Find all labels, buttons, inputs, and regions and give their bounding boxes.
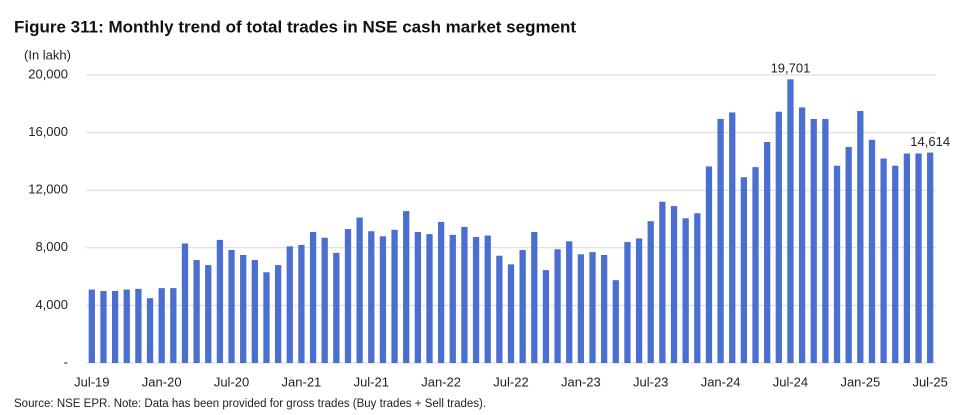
bar [298,244,305,363]
bar [263,272,270,363]
bar [461,226,468,363]
bar [787,79,794,363]
bar [414,231,421,363]
bar [135,288,142,363]
bar [356,217,363,363]
bar [764,141,771,363]
bar [775,111,782,363]
bar [798,107,806,364]
bar [903,153,911,363]
bar [286,246,293,363]
bar [729,112,736,363]
y-tick-label: 12,000 [28,182,68,197]
bar [892,165,899,363]
bar [566,241,573,363]
chart-title: Figure 311: Monthly trend of total trade… [14,17,576,36]
bar [146,298,154,363]
y-tick-label: 20,000 [28,66,68,81]
bar [577,254,585,363]
bar [472,237,480,363]
x-tick-label: Jul-22 [493,374,528,389]
bar [437,221,445,363]
bar [601,255,608,363]
bar [193,260,200,363]
bar [111,291,119,363]
bar [333,252,340,363]
x-tick-label: Jul-24 [773,374,808,389]
bar [635,238,643,363]
bar [612,280,619,363]
x-tick-label: Jul-20 [214,374,249,389]
bar [507,264,515,363]
bar [554,249,561,363]
bar [100,291,107,363]
bar [274,265,282,363]
bar [857,111,864,363]
bar [880,158,887,363]
bar [379,236,387,363]
bar [705,166,713,363]
data-label: 19,701 [771,61,811,76]
bar [694,213,701,363]
bar [927,152,934,363]
x-tick-label: Jan-20 [142,374,182,389]
y-axis-label: (In lakh) [24,47,71,62]
y-tick-label: 8,000 [35,239,68,254]
bar [519,249,526,363]
bar [228,249,235,363]
source-note: Source: NSE EPR. Note: Data has been pro… [14,398,486,410]
bar [845,147,852,363]
bar [123,289,130,363]
x-tick-label: Jan-21 [282,374,322,389]
bar [624,242,631,363]
x-tick-label: Jul-19 [74,374,109,389]
bar [833,165,841,363]
bar [391,229,398,363]
bar [321,237,328,363]
bar [670,206,678,363]
bar [344,229,352,363]
bar [449,234,456,363]
bar [403,211,410,363]
bar [88,289,95,363]
bar [158,288,165,363]
bar [822,118,829,363]
bar [496,255,503,363]
y-tick-label: - [64,354,68,369]
x-tick-label: Jan-23 [561,374,601,389]
bar [915,153,922,363]
bar [240,255,247,363]
bar [216,239,224,363]
x-tick-label: Jul-25 [912,374,947,389]
bar [740,177,748,363]
y-tick-label: 4,000 [35,297,68,312]
x-tick-label: Jan-22 [421,374,461,389]
bar [170,288,177,363]
bar [659,201,666,363]
bar [717,118,724,363]
bar [589,252,596,363]
bar [682,218,689,363]
bar [868,139,876,363]
data-label: 14,614 [910,134,950,149]
bar [484,235,491,363]
bar [181,243,189,363]
bar [647,221,654,363]
bar [368,231,375,363]
x-tick-label: Jul-21 [354,374,389,389]
x-tick-label: Jan-24 [701,374,741,389]
bar [752,167,759,363]
x-tick-label: Jan-25 [840,374,880,389]
x-tick-label: Jul-23 [633,374,668,389]
y-tick-label: 16,000 [28,124,68,139]
bar [251,260,258,363]
bar [205,265,212,363]
bar [542,270,550,363]
bar [531,231,538,363]
bar [426,234,433,363]
bar [810,118,817,363]
bar [309,231,317,363]
